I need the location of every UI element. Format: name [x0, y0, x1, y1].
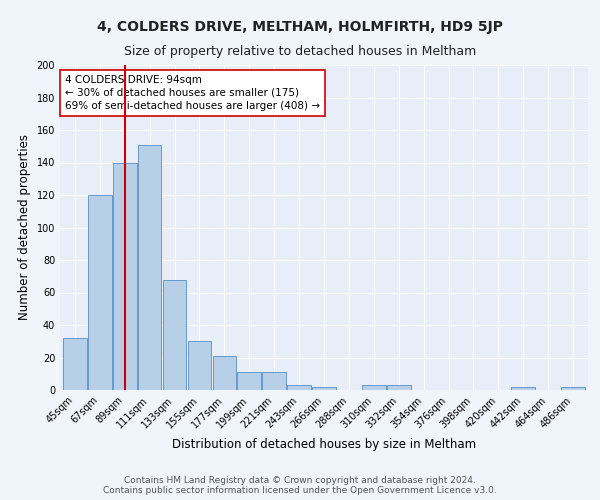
- Bar: [88, 195, 112, 390]
- Bar: [262, 372, 286, 390]
- Bar: [163, 280, 187, 390]
- Text: Contains public sector information licensed under the Open Government Licence v3: Contains public sector information licen…: [103, 486, 497, 495]
- Text: Contains HM Land Registry data © Crown copyright and database right 2024.: Contains HM Land Registry data © Crown c…: [124, 476, 476, 485]
- Bar: [188, 341, 211, 390]
- Y-axis label: Number of detached properties: Number of detached properties: [18, 134, 31, 320]
- Bar: [113, 162, 137, 390]
- X-axis label: Distribution of detached houses by size in Meltham: Distribution of detached houses by size …: [172, 438, 476, 451]
- Bar: [312, 387, 336, 390]
- Bar: [212, 356, 236, 390]
- Bar: [387, 385, 410, 390]
- Bar: [138, 144, 161, 390]
- Bar: [287, 385, 311, 390]
- Text: Size of property relative to detached houses in Meltham: Size of property relative to detached ho…: [124, 45, 476, 58]
- Bar: [63, 338, 87, 390]
- Bar: [238, 372, 261, 390]
- Bar: [511, 387, 535, 390]
- Text: 4 COLDERS DRIVE: 94sqm
← 30% of detached houses are smaller (175)
69% of semi-de: 4 COLDERS DRIVE: 94sqm ← 30% of detached…: [65, 74, 320, 111]
- Bar: [561, 387, 585, 390]
- Bar: [362, 385, 386, 390]
- Text: 4, COLDERS DRIVE, MELTHAM, HOLMFIRTH, HD9 5JP: 4, COLDERS DRIVE, MELTHAM, HOLMFIRTH, HD…: [97, 20, 503, 34]
